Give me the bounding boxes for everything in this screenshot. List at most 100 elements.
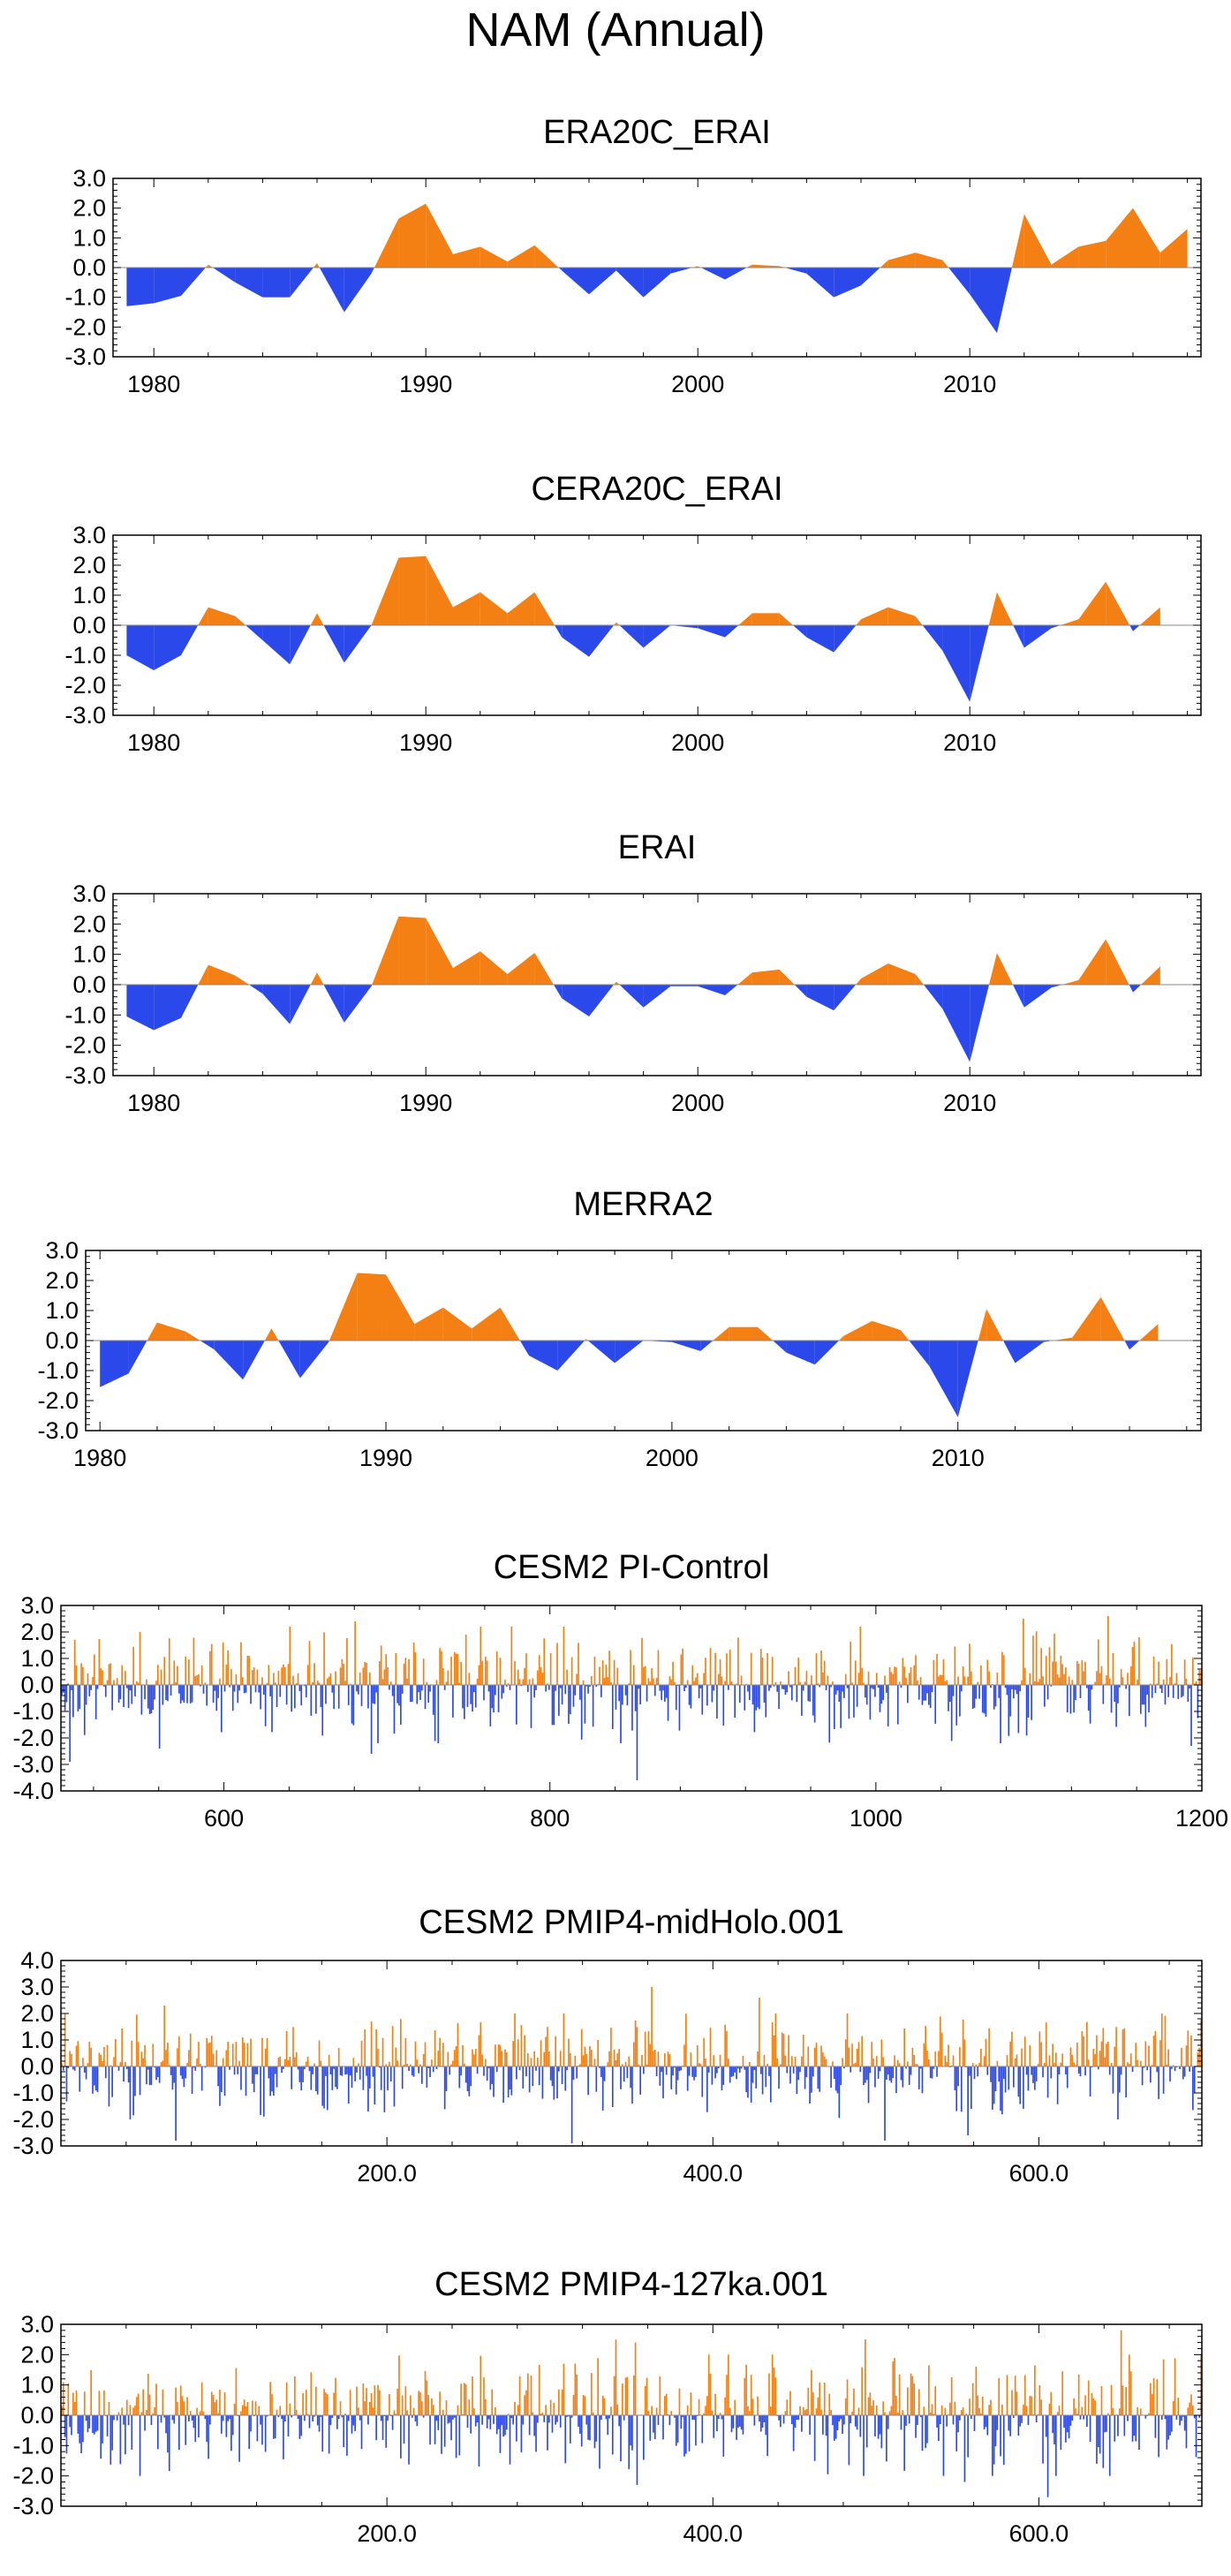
positive-bar	[1056, 1673, 1059, 1685]
positive-bar	[923, 2043, 925, 2066]
positive-bar	[672, 1661, 674, 1685]
negative-bar	[856, 1685, 858, 1707]
negative-bar	[1183, 2066, 1186, 2077]
negative-bar	[926, 1685, 928, 1694]
positive-bar	[341, 1658, 344, 1685]
negative-bar	[127, 2415, 130, 2426]
positive-bar	[1192, 2405, 1194, 2415]
positive-bar	[1114, 2046, 1116, 2066]
positive-area	[156, 1322, 186, 1341]
negative-bar	[624, 1685, 627, 1696]
positive-area	[942, 260, 949, 268]
positive-bar	[87, 1673, 89, 1685]
negative-bar	[127, 2066, 130, 2083]
positive-bar	[72, 2392, 74, 2415]
positive-bar	[102, 1670, 103, 1685]
negative-bar	[65, 1685, 68, 1703]
positive-bar	[146, 1679, 147, 1685]
negative-bar	[1096, 2415, 1098, 2464]
negative-bar	[884, 2066, 886, 2141]
negative-bar	[158, 2066, 161, 2083]
positive-bar	[537, 2058, 539, 2066]
positive-bar	[915, 2064, 917, 2066]
negative-bar	[1144, 2415, 1147, 2419]
positive-bar	[851, 2411, 853, 2415]
positive-bar	[767, 2063, 768, 2066]
positive-bar	[910, 2373, 912, 2415]
positive-bar	[773, 2035, 775, 2066]
positive-bar	[801, 2056, 803, 2066]
positive-area	[147, 1322, 157, 1341]
negative-bar	[349, 2066, 351, 2076]
negative-bar	[701, 1685, 704, 1715]
x-tick-label: 2000	[671, 371, 724, 397]
negative-bar	[998, 2066, 1001, 2082]
negative-bar	[300, 1685, 303, 1706]
positive-bar	[230, 1669, 232, 1685]
y-tick-label: 1.0	[72, 582, 106, 608]
positive-bar	[727, 2354, 729, 2415]
negative-bar	[587, 2415, 589, 2440]
positive-bar	[404, 2037, 407, 2066]
negative-bar	[1000, 2066, 1001, 2111]
negative-bar	[418, 1685, 419, 1693]
positive-area	[426, 918, 453, 985]
negative-bar	[418, 2066, 419, 2074]
positive-bar	[781, 2032, 783, 2066]
negative-bar	[473, 1685, 475, 1693]
positive-bar	[426, 2380, 428, 2415]
negative-bar	[970, 2066, 972, 2110]
positive-bar	[695, 1677, 697, 1685]
negative-area	[1129, 625, 1133, 631]
negative-bar	[325, 2066, 327, 2076]
positive-bar	[613, 1659, 616, 1685]
positive-bar	[668, 1676, 671, 1685]
negative-bar	[507, 2066, 510, 2098]
negative-bar	[420, 1685, 423, 1691]
positive-bar	[857, 1673, 860, 1685]
positive-bar	[1023, 2404, 1024, 2415]
negative-bar	[230, 2415, 232, 2451]
negative-bar	[1174, 2066, 1176, 2072]
positive-bar	[1177, 2398, 1180, 2415]
y-tick-label: 3.0	[20, 1974, 54, 2000]
negative-bar	[177, 1685, 180, 1694]
negative-bar	[262, 2066, 265, 2117]
negative-bar	[1159, 1685, 1161, 1689]
positive-bar	[254, 2401, 257, 2415]
negative-bar	[986, 2066, 989, 2075]
y-tick-label: 0.0	[72, 971, 106, 998]
negative-bar	[730, 2066, 733, 2077]
negative-bar	[929, 1685, 932, 1709]
positive-bar	[959, 2047, 961, 2066]
negative-bar	[1148, 1685, 1150, 1713]
positive-bar	[917, 2064, 918, 2066]
negative-bar	[111, 2066, 113, 2097]
negative-area	[700, 268, 725, 280]
positive-bar	[917, 1680, 918, 1685]
positive-bar	[690, 2052, 692, 2066]
positive-bar	[310, 2372, 313, 2415]
positive-bar	[266, 2037, 268, 2066]
positive-bar	[1081, 2030, 1084, 2066]
positive-bar	[525, 1653, 527, 1685]
negative-bar	[387, 2415, 389, 2421]
negative-bar	[737, 2415, 739, 2428]
positive-bar	[306, 2414, 309, 2415]
y-tick-label: -1.0	[64, 1001, 106, 1028]
negative-bar	[1017, 2415, 1020, 2436]
positive-bar	[603, 1678, 606, 1685]
negative-bar	[981, 1685, 984, 1713]
positive-bar	[726, 2375, 728, 2415]
negative-bar	[1181, 1685, 1182, 1698]
positive-bar	[724, 1681, 726, 1685]
y-tick-label: -1.0	[12, 2080, 54, 2106]
y-tick-label: -1.0	[37, 1357, 79, 1384]
positive-bar	[356, 2386, 358, 2415]
positive-bar	[748, 2062, 751, 2066]
negative-bar	[991, 2415, 993, 2476]
positive-bar	[590, 2050, 593, 2066]
positive-bar	[757, 2396, 759, 2415]
positive-area	[271, 1328, 279, 1341]
negative-bar	[62, 2066, 64, 2071]
